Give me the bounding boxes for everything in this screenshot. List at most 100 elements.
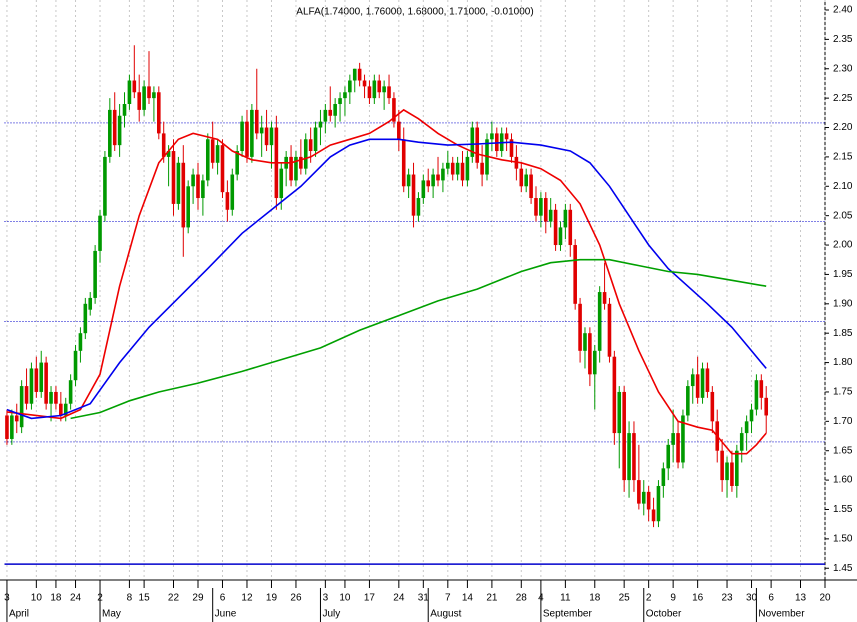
- month-label: October: [646, 609, 682, 620]
- candle-body: [754, 380, 759, 410]
- candle-body: [318, 121, 323, 128]
- candle-body: [54, 391, 58, 404]
- y-tick-label: 1.55: [833, 504, 853, 515]
- candle-body: [24, 386, 29, 404]
- candle-body: [157, 92, 161, 134]
- candle-body: [49, 391, 53, 404]
- y-tick-label: 1.65: [833, 445, 853, 456]
- y-tick-label: 2.20: [833, 122, 853, 133]
- month-label: April: [9, 609, 29, 620]
- x-tick-label: 11: [560, 593, 571, 604]
- candle-body: [690, 374, 695, 387]
- candle-body: [455, 162, 460, 175]
- candle-body: [695, 374, 700, 398]
- x-tick-label: 6: [768, 593, 774, 604]
- candle-body: [539, 198, 543, 216]
- x-tick-label: 26: [290, 593, 302, 604]
- candle-body: [63, 403, 68, 416]
- x-tick-label: 19: [266, 593, 278, 604]
- candle-body: [392, 98, 396, 122]
- y-tick-label: 1.70: [833, 416, 853, 427]
- x-tick-label: 24: [393, 593, 405, 604]
- candle-body: [622, 391, 626, 481]
- x-tick-label: 18: [50, 593, 62, 604]
- candle-body: [583, 333, 587, 351]
- y-tick-label: 2.30: [833, 63, 853, 74]
- candle-body: [534, 198, 538, 216]
- candle-body: [441, 168, 445, 181]
- candle-body: [568, 209, 573, 246]
- candle-body: [112, 109, 117, 146]
- candle-body: [245, 121, 249, 157]
- candle-body: [10, 415, 14, 439]
- y-tick-label: 1.80: [833, 357, 853, 368]
- x-tick-label: 3: [323, 593, 329, 604]
- candle-body: [289, 156, 293, 181]
- candle-body: [259, 127, 264, 134]
- y-tick-label: 1.85: [833, 328, 853, 339]
- y-tick-label: 1.90: [833, 298, 853, 309]
- x-tick-label: 14: [462, 593, 474, 604]
- month-label: August: [430, 609, 461, 620]
- candle-body: [661, 468, 666, 486]
- candle-body: [191, 174, 195, 187]
- candle-body: [59, 403, 63, 416]
- candle-body: [225, 192, 230, 210]
- y-tick-label: 2.00: [833, 240, 853, 251]
- candle-body: [166, 151, 171, 157]
- candle-body: [681, 415, 685, 463]
- candle-body: [529, 174, 533, 199]
- candle-body: [686, 386, 690, 416]
- candle-body: [406, 174, 411, 187]
- candle-body: [181, 162, 186, 228]
- candle-body: [710, 391, 715, 422]
- candle-body: [450, 162, 455, 175]
- month-label: July: [322, 609, 340, 620]
- candle-body: [103, 156, 107, 216]
- candle-body: [205, 139, 210, 181]
- candle-body: [348, 80, 352, 93]
- candle-body: [612, 356, 617, 434]
- candle-body: [333, 104, 337, 116]
- candle-body: [372, 80, 377, 99]
- y-tick-label: 1.95: [833, 269, 853, 280]
- candle-body: [431, 174, 435, 187]
- candle-body: [676, 433, 680, 463]
- candle-body: [362, 80, 367, 87]
- candle-body: [637, 480, 641, 504]
- candle-body: [700, 368, 705, 398]
- y-tick-label: 2.25: [833, 93, 853, 104]
- candle-body: [235, 151, 239, 175]
- candle-body: [122, 104, 127, 116]
- candle-body: [465, 156, 470, 181]
- candle-body: [397, 121, 401, 140]
- candle-body: [421, 180, 426, 199]
- candle-body: [377, 80, 382, 93]
- candle-body: [509, 139, 514, 157]
- candle-body: [117, 115, 122, 146]
- candle-body: [641, 491, 646, 504]
- x-tick-label: 12: [241, 593, 253, 604]
- x-tick-label: 23: [721, 593, 733, 604]
- chart-title: ALFA(1.74000, 1.76000, 1.68000, 1.71000,…: [296, 7, 533, 18]
- candle-body: [14, 415, 19, 422]
- candle-body: [88, 297, 93, 310]
- candle-body: [343, 92, 347, 99]
- candle-body: [627, 433, 631, 481]
- candle-body: [632, 433, 636, 481]
- y-tick-label: 2.10: [833, 181, 853, 192]
- candle-body: [68, 380, 73, 404]
- candle-body: [108, 109, 112, 157]
- x-tick-label: 24: [70, 593, 82, 604]
- x-tick-label: 28: [516, 593, 528, 604]
- candle-body: [367, 86, 372, 99]
- candle-body: [666, 444, 671, 469]
- candle-body: [705, 368, 710, 392]
- x-tick-label: 9: [670, 593, 676, 604]
- candle-body: [357, 68, 362, 81]
- candle-body: [142, 86, 146, 110]
- candle-body: [147, 86, 151, 99]
- x-tick-label: 25: [619, 593, 631, 604]
- candle-body: [303, 139, 308, 169]
- candle-body: [299, 156, 303, 169]
